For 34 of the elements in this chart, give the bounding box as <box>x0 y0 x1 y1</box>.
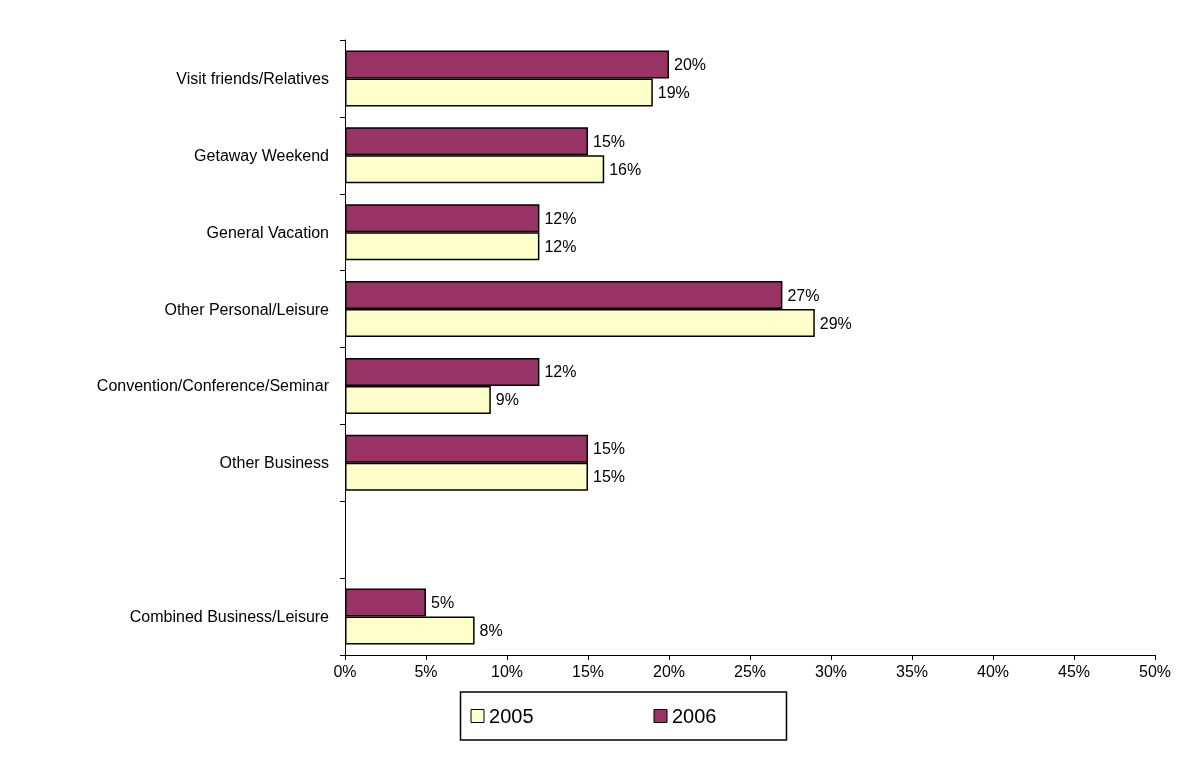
x-tick-label: 25% <box>733 662 767 680</box>
legend-label: 2006 <box>672 705 717 727</box>
x-tick-label: 50% <box>1138 662 1172 680</box>
data-label: 5% <box>431 594 455 612</box>
data-label: 16% <box>609 160 642 178</box>
x-tick-label: 0% <box>333 662 357 680</box>
x-tick-label: 45% <box>1057 662 1091 680</box>
x-tick-label: 40% <box>976 662 1010 680</box>
y-tick-label: General Vacation <box>206 223 329 241</box>
y-tick-label: Other Personal/Leisure <box>164 300 330 318</box>
x-tick-label: 5% <box>414 662 438 680</box>
y-tick-label: Visit friends/Relatives <box>176 69 329 87</box>
x-tick-label: 30% <box>814 662 848 680</box>
x-tick-label: 20% <box>652 662 686 680</box>
data-label: 15% <box>593 468 626 486</box>
data-label: 15% <box>593 440 626 458</box>
x-tick-label: 10% <box>490 662 524 680</box>
data-label: 20% <box>674 55 707 73</box>
y-tick-label: Combined Business/Leisure <box>129 608 330 626</box>
data-label: 29% <box>819 314 852 332</box>
data-label: 27% <box>787 286 820 304</box>
data-label: 12% <box>544 237 577 255</box>
x-tick-label: 15% <box>571 662 605 680</box>
y-tick-label: Other Business <box>219 454 329 472</box>
legend-label: 2005 <box>489 705 534 727</box>
y-tick-label: Convention/Conference/Seminar <box>96 377 330 395</box>
data-label: 9% <box>495 391 519 409</box>
x-tick-label: 35% <box>895 662 929 680</box>
data-label: 12% <box>544 209 577 227</box>
y-tick-label: Getaway Weekend <box>194 146 329 164</box>
data-label: 8% <box>479 622 503 640</box>
data-label: 19% <box>657 83 690 101</box>
data-label: 12% <box>544 363 577 381</box>
data-label: 15% <box>593 132 626 150</box>
